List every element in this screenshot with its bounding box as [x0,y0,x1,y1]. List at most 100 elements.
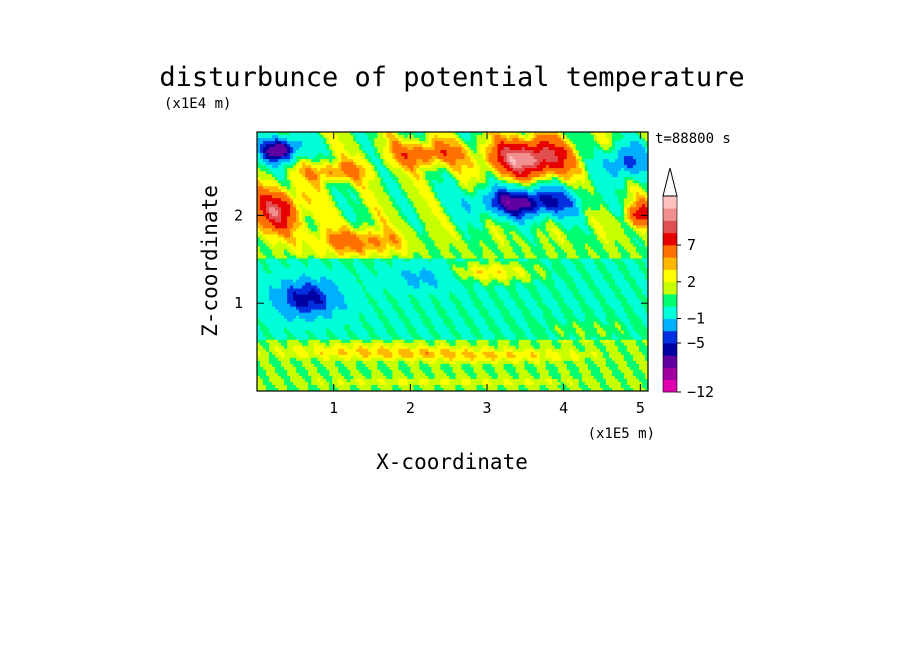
heat-cell [389,180,393,184]
heat-cell [611,189,616,193]
heat-cell [260,210,264,214]
heat-cell [416,180,421,184]
heat-cell [452,204,457,208]
heat-cell [572,222,577,226]
heat-cell [536,153,541,157]
heat-cell [374,210,378,214]
heat-cell [410,171,414,175]
heat-cell [440,189,445,193]
heat-cell [272,228,276,232]
heat-cell [575,204,580,208]
heat-cell [281,225,285,229]
heat-cell [644,168,648,172]
heat-cell [356,228,360,232]
heat-cell [266,189,270,193]
heat-cell [596,225,601,229]
heat-cell [413,180,418,184]
heat-cell [530,207,535,211]
heat-cell [464,243,469,248]
heat-cell [446,186,451,190]
heat-cell [431,231,436,235]
heat-cell [380,141,384,145]
heat-cell [422,219,427,223]
heat-cell [578,234,583,239]
heat-cell [425,159,430,163]
heat-cell [347,162,351,166]
heat-cell [296,189,300,193]
heat-cell [434,213,439,217]
heat-cell [329,168,333,172]
heat-cell [263,174,267,178]
heat-cell [365,174,369,178]
heat-cell [278,192,282,196]
heat-cell [440,159,445,163]
heat-cell [356,144,360,148]
heat-cell [431,225,436,229]
heat-cell [362,144,366,148]
heat-cell [620,162,625,166]
heat-cell [629,147,634,151]
heat-cell [521,240,526,245]
heat-cell [458,168,463,172]
heat-cell [581,168,586,172]
heat-cell [632,210,637,214]
heat-cell [326,189,330,193]
heat-cell [305,246,309,251]
heat-cell [419,198,424,202]
heat-cell [500,180,505,184]
heat-cell [515,201,520,205]
heat-cell [473,165,478,169]
heat-cell [587,240,592,245]
heat-cell [593,201,598,205]
heat-cell [611,201,616,205]
heat-cell [449,240,454,245]
heat-cell [257,195,261,199]
heat-cell [284,213,288,217]
heat-cell [467,195,472,199]
heat-cell [308,159,312,163]
heat-cell [347,237,351,242]
heat-cell [578,201,583,205]
heat-cell [497,195,502,199]
heat-cell [407,177,411,181]
heat-cell [404,141,408,145]
heat-cell [446,225,451,229]
heat-cell [344,162,348,166]
heat-cell [299,183,303,187]
heat-cell [317,216,321,220]
heat-cell [452,159,457,163]
heat-cell [377,219,381,223]
heat-cell [632,225,637,229]
heat-cell [308,234,312,239]
heat-cell [350,132,354,136]
heat-cell [269,168,273,172]
heat-cell [476,195,481,199]
heat-cell [407,222,411,226]
heat-cell [257,237,261,242]
heat-cell [311,204,315,208]
heat-cell [407,210,411,214]
heat-cell [548,192,553,196]
heat-cell [326,141,330,145]
heat-cell [629,222,634,226]
heat-cell [404,156,408,160]
heat-cell [575,147,580,151]
heat-cell [389,171,393,175]
heat-cell [605,216,610,220]
heat-cell [533,186,538,190]
heat-cell [389,210,393,214]
heat-cell [314,240,318,245]
heat-cell [356,171,360,175]
heat-cell [476,189,481,193]
heat-cell [416,159,421,163]
heat-cell [611,153,616,157]
heat-cell [593,225,598,229]
heat-cell [323,246,327,251]
heat-cell [443,207,448,211]
heat-cell [542,240,547,245]
heat-cell [368,177,372,181]
heat-cell [284,240,288,245]
heat-cell [491,195,496,199]
heat-cell [440,180,445,184]
heat-cell [494,222,499,226]
